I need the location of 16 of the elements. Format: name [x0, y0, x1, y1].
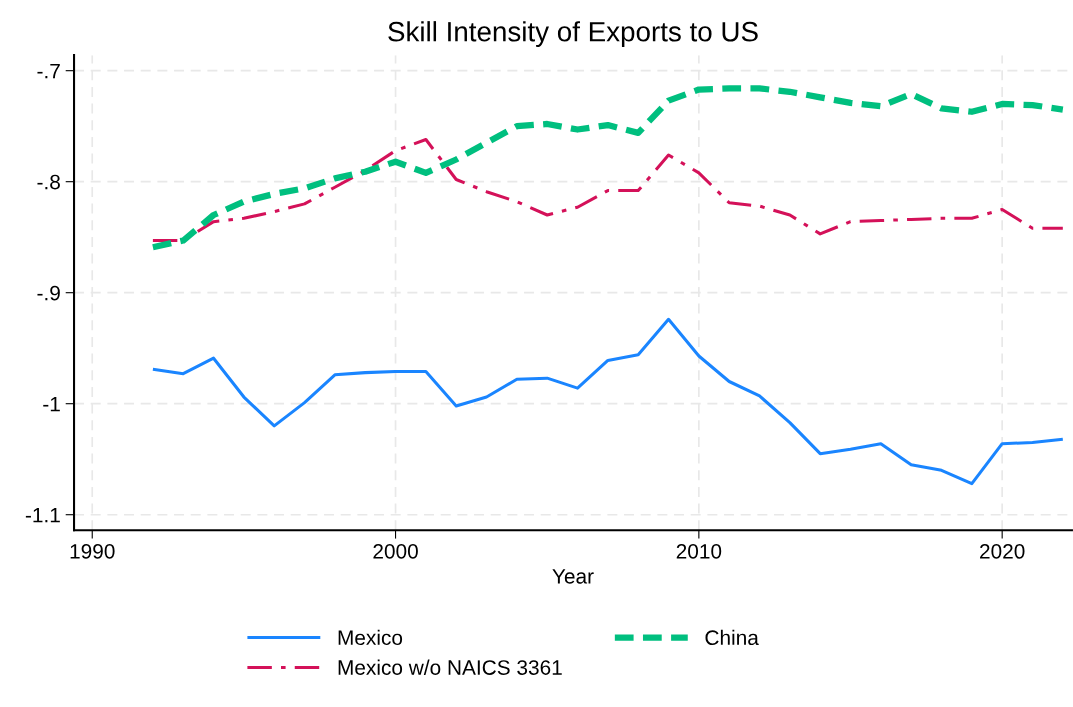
line-series	[151, 317, 1065, 486]
y-tick-label: -.8	[37, 174, 60, 190]
y-tick-label: -.7	[37, 63, 60, 79]
chart-title: Skill Intensity of Exports to US	[388, 21, 758, 48]
x-axis-title: Year	[552, 569, 594, 584]
y-tick-label: -.9	[37, 285, 60, 301]
legend-label: China	[705, 629, 759, 646]
legend-label: Mexico	[338, 629, 403, 646]
x-tick-label: 1990	[70, 543, 115, 559]
x-tick-label: 2010	[676, 543, 722, 559]
legend-label: Mexico w/o NAICS 3361	[338, 659, 562, 675]
x-tick-label: 2020	[980, 543, 1025, 559]
line-series	[151, 137, 1065, 243]
y-tick-label: -1.1	[25, 507, 60, 523]
y-tick-label: -1	[43, 396, 60, 412]
x-tick-label: 2000	[373, 543, 418, 559]
